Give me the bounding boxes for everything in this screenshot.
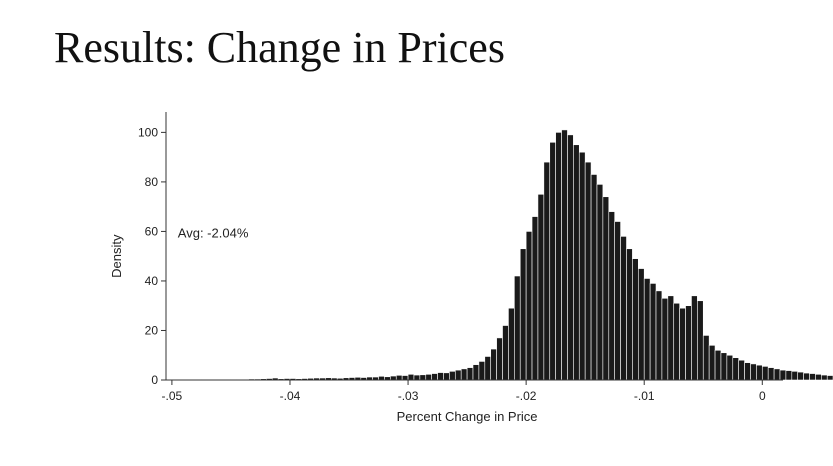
histogram-bar <box>567 134 574 381</box>
histogram-bar <box>431 373 438 381</box>
histogram-bar <box>714 349 722 381</box>
histogram-bar <box>773 368 781 381</box>
histogram-bar <box>561 129 568 381</box>
histogram-bar <box>815 373 822 381</box>
histogram-bar <box>821 374 828 381</box>
histogram-bar <box>502 325 509 381</box>
histogram-bar <box>691 295 698 381</box>
histogram-bar <box>797 371 804 381</box>
histogram-bar <box>726 354 734 381</box>
histogram-bar <box>596 184 604 381</box>
histogram-bar <box>702 335 710 381</box>
histogram-bar <box>584 161 592 381</box>
histogram-bar <box>514 275 521 381</box>
histogram-bar <box>614 221 621 381</box>
histogram-bar <box>395 374 403 381</box>
histogram-bar <box>697 300 704 381</box>
y-tick-label: 60 <box>145 224 159 238</box>
histogram-bar <box>608 211 615 381</box>
histogram-bar <box>708 345 716 381</box>
x-tick-label: 0 <box>759 389 766 403</box>
histogram-bar <box>508 307 515 381</box>
histogram-bar <box>573 144 580 381</box>
histogram-bar <box>661 297 669 381</box>
x-tick-label: -.05 <box>162 389 183 403</box>
histogram-bar <box>555 132 562 381</box>
histogram-bar <box>649 283 657 381</box>
y-axis-title: Density <box>109 234 124 278</box>
histogram-bar <box>519 248 527 381</box>
x-tick-label: -.02 <box>516 389 537 403</box>
y-tick-label: 0 <box>151 373 158 387</box>
chart-labels: 0 20 40 60 80 100 -.05 -.04 -.03 -.02 -.01 0 Percent… <box>109 125 766 424</box>
histogram-bar <box>826 375 833 381</box>
histogram-bar <box>437 372 444 381</box>
histogram-bar <box>643 278 651 381</box>
histogram-bar <box>549 141 556 381</box>
histogram-bar <box>750 363 757 381</box>
histogram-bar <box>602 196 610 381</box>
histogram-bar <box>626 248 633 381</box>
histogram-bar <box>767 367 775 381</box>
histogram-bar <box>638 268 645 381</box>
histogram-bar <box>744 362 751 381</box>
histogram-bar <box>655 290 663 381</box>
x-axis-title: Percent Change in Price <box>397 409 538 424</box>
histogram-bar <box>620 236 627 381</box>
histogram-bars <box>171 129 833 381</box>
histogram-bar <box>407 373 415 381</box>
histogram-bar <box>803 372 810 381</box>
histogram-bar <box>401 375 409 381</box>
histogram-bar <box>809 373 816 381</box>
x-tick-label: -.03 <box>398 389 419 403</box>
histogram-bar <box>443 372 450 381</box>
histogram-bar <box>496 337 503 381</box>
average-annotation: Avg: -2.04% <box>178 225 249 240</box>
histogram-bar <box>756 364 763 381</box>
slide-title: Results: Change in Prices <box>54 23 505 72</box>
histogram-bar <box>425 373 432 381</box>
x-tick-label: -.01 <box>634 389 655 403</box>
histogram-bar <box>791 371 799 381</box>
histogram-bar <box>543 161 551 381</box>
histogram-bar <box>673 302 680 381</box>
histogram-bar <box>578 151 586 381</box>
histogram-bar <box>590 174 598 381</box>
histogram-bar <box>460 368 468 381</box>
histogram-bar <box>685 305 692 381</box>
histogram-bar <box>466 367 474 381</box>
y-tick-label: 40 <box>145 274 159 288</box>
histogram-bar <box>732 357 739 381</box>
histogram-bar <box>478 361 486 381</box>
histogram-bar <box>413 374 421 381</box>
histogram-bar <box>525 231 533 381</box>
y-tick-label: 100 <box>138 125 158 139</box>
histogram-bar <box>472 364 480 381</box>
histogram-bar <box>720 352 728 381</box>
histogram-bar <box>785 370 793 381</box>
histogram-bar <box>390 375 397 381</box>
histogram-bar <box>738 359 745 381</box>
histogram-bar <box>378 375 385 381</box>
histogram-bar <box>484 356 492 381</box>
y-tick-label: 80 <box>145 175 159 189</box>
histogram-bar <box>531 216 539 381</box>
histogram-bar <box>761 366 769 381</box>
y-tick-label: 20 <box>145 323 159 337</box>
histogram-bar <box>449 371 456 381</box>
histogram-bar <box>454 369 462 381</box>
x-tick-label: -.04 <box>280 389 301 403</box>
histogram-bar <box>632 258 639 381</box>
histogram-bar <box>419 374 427 381</box>
histogram-bar <box>490 348 497 381</box>
histogram-bar <box>667 295 675 381</box>
histogram-bar <box>537 193 545 381</box>
chart-axes <box>161 112 783 385</box>
histogram-bar <box>779 369 787 381</box>
histogram-bar <box>679 307 686 381</box>
